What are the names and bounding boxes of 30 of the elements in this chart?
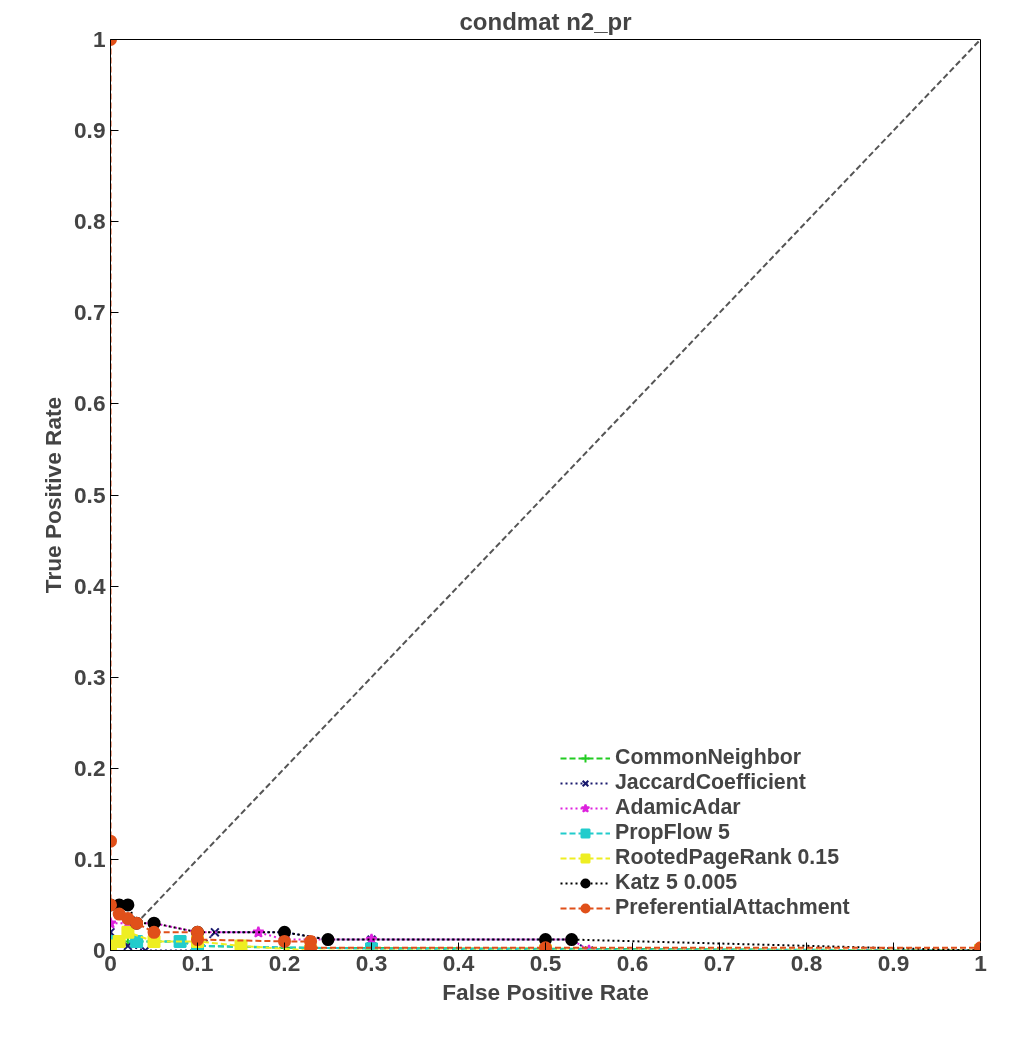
x-tick-label: 0.2 <box>268 949 301 976</box>
legend-label: JaccardCoefficient <box>615 770 806 795</box>
chart-title: condmat n2_pr <box>459 7 632 35</box>
x-tick-label: 0.1 <box>181 949 214 976</box>
legend-label: Katz 5 0.005 <box>615 870 738 895</box>
x-tick-label: 0.6 <box>616 949 649 976</box>
legend-label: CommonNeighbor <box>615 745 802 770</box>
y-tick-label: 1 <box>92 26 106 52</box>
legend-label: RootedPageRank 0.15 <box>615 845 840 870</box>
y-tick-label: 0.1 <box>74 845 106 872</box>
x-tick-label: 0.8 <box>790 949 823 976</box>
legend-label: PropFlow 5 <box>615 820 730 845</box>
y-tick-label: 0.4 <box>74 572 106 599</box>
y-tick-label: 0.9 <box>74 117 106 144</box>
y-axis-title: True Positive Rate <box>40 396 66 594</box>
x-tick-label: 0.4 <box>442 949 475 976</box>
x-tick-label: 0.9 <box>877 949 910 976</box>
y-tick-label: 0.7 <box>74 299 106 326</box>
y-tick-label: 0.8 <box>74 208 106 235</box>
legend-label: AdamicAdar <box>615 795 741 820</box>
x-tick-label: 0.5 <box>529 949 562 976</box>
x-tick-label: 0.7 <box>703 949 736 976</box>
x-tick-label: 1 <box>974 949 987 976</box>
x-tick-label: 0.3 <box>355 949 388 976</box>
y-tick-label: 0.2 <box>74 754 106 781</box>
y-tick-label: 0.3 <box>74 663 106 690</box>
legend-label: PreferentialAttachment <box>615 895 850 920</box>
y-tick-label: 0.5 <box>74 481 106 508</box>
y-tick-label: 0.6 <box>74 390 106 417</box>
x-axis-title: False Positive Rate <box>442 978 649 1005</box>
